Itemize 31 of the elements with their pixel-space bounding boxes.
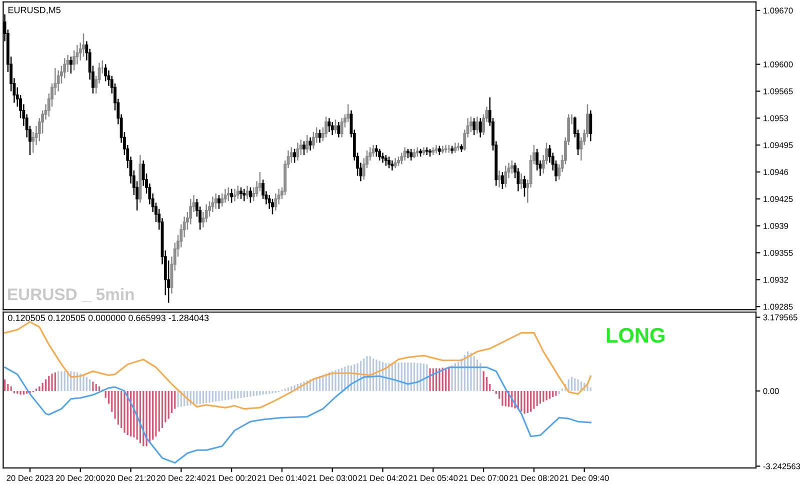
x-tick-label: 20 Dec 20:00 (56, 475, 105, 482)
x-tick-label: 20 Dec 22:40 (156, 475, 206, 482)
y-tick-label: 1.09600 (764, 61, 793, 68)
y-tick-label: 3.179565 (763, 314, 798, 320)
x-tick-label: 20 Dec 2023 (6, 475, 54, 482)
y-tick-label: 1.09285 (764, 304, 793, 310)
y-tick-label: 1.09495 (764, 142, 793, 148)
y-tick-label: 1.0939 (764, 223, 788, 229)
x-tick-label: 20 Dec 21:20 (106, 475, 156, 482)
y-tick-label: -3.242563 (763, 463, 800, 470)
x-tick-label: 21 Dec 04:20 (358, 475, 408, 482)
chart-title: EURUSD,M5 (8, 6, 61, 14)
line-series (4, 366, 592, 464)
x-tick-label: 21 Dec 09:40 (560, 475, 609, 482)
y-tick-label: 0.00 (763, 388, 779, 394)
y-tick-label: 1.09670 (764, 8, 793, 14)
x-tick-label: 21 Dec 01:40 (258, 475, 306, 482)
chart-title: 0.120505 0.120505 0.000000 0.665993 -1.284043 (8, 314, 209, 322)
y-tick-label: 1.09565 (764, 88, 793, 94)
x-tick-label: 21 Dec 00:20 (207, 475, 256, 482)
annotation: LONG (606, 328, 664, 343)
x-tick-label: 21 Dec 07:00 (459, 475, 508, 482)
y-tick-label: 1.0946 (764, 169, 788, 176)
line-series (4, 321, 592, 410)
x-tick-label: 21 Dec 05:40 (408, 475, 458, 482)
x-tick-label: 21 Dec 03:00 (308, 475, 357, 482)
y-tick-label: 1.09425 (764, 196, 793, 202)
y-tick-label: 1.0932 (764, 276, 788, 283)
x-tick-label: 21 Dec 08:20 (510, 475, 558, 482)
y-tick-label: 1.0953 (764, 115, 788, 122)
y-tick-label: 1.09355 (764, 250, 793, 256)
